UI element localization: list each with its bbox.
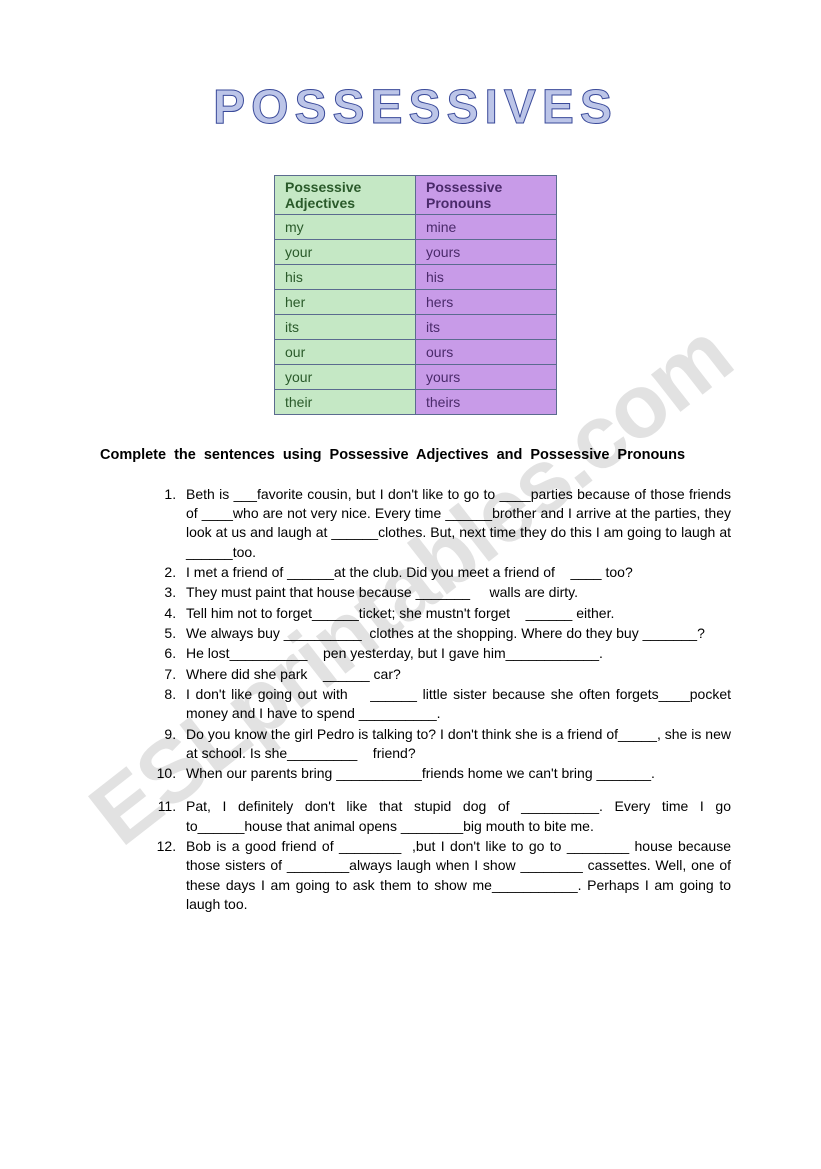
header-pronouns: Possessive Pronouns	[416, 176, 557, 215]
question-item: He lost__________ pen yesterday, but I g…	[180, 644, 731, 663]
cell-adj: her	[275, 290, 416, 315]
table-header-row: Possessive Adjectives Possessive Pronoun…	[275, 176, 557, 215]
question-item: Tell him not to forget______ticket; she …	[180, 604, 731, 623]
instruction-text: Complete the sentences using Possessive …	[100, 445, 731, 467]
table-row: ourours	[275, 340, 557, 365]
worksheet-page: POSSESSIVES Possessive Adjectives Posses…	[0, 0, 821, 955]
question-item: Pat, I definitely don't like that stupid…	[180, 797, 731, 836]
possessives-table-wrap: Possessive Adjectives Possessive Pronoun…	[100, 175, 731, 415]
cell-pron: its	[416, 315, 557, 340]
table-row: theirtheirs	[275, 390, 557, 415]
questions-list: Beth is ___favorite cousin, but I don't …	[100, 485, 731, 915]
cell-pron: yours	[416, 240, 557, 265]
table-row: youryours	[275, 365, 557, 390]
question-item: I met a friend of ______at the club. Did…	[180, 563, 731, 582]
cell-adj: its	[275, 315, 416, 340]
cell-pron: yours	[416, 365, 557, 390]
question-item: We always buy __________ clothes at the …	[180, 624, 731, 643]
question-item: I don't like going out with ______ littl…	[180, 685, 731, 724]
question-item: They must paint that house because _____…	[180, 583, 731, 602]
cell-pron: theirs	[416, 390, 557, 415]
cell-adj: your	[275, 240, 416, 265]
cell-adj: my	[275, 215, 416, 240]
cell-adj: your	[275, 365, 416, 390]
page-title: POSSESSIVES	[100, 80, 731, 135]
table-row: herhers	[275, 290, 557, 315]
possessives-table: Possessive Adjectives Possessive Pronoun…	[274, 175, 557, 415]
table-row: hishis	[275, 265, 557, 290]
question-item: Beth is ___favorite cousin, but I don't …	[180, 485, 731, 562]
question-item: Bob is a good friend of ________ ,but I …	[180, 837, 731, 914]
header-adjectives: Possessive Adjectives	[275, 176, 416, 215]
cell-adj: his	[275, 265, 416, 290]
table-row: youryours	[275, 240, 557, 265]
cell-pron: his	[416, 265, 557, 290]
question-item: Where did she park ______ car?	[180, 665, 731, 684]
table-row: itsits	[275, 315, 557, 340]
cell-pron: mine	[416, 215, 557, 240]
table-row: mymine	[275, 215, 557, 240]
cell-adj: our	[275, 340, 416, 365]
cell-adj: their	[275, 390, 416, 415]
question-item: When our parents bring ___________friend…	[180, 764, 731, 783]
cell-pron: hers	[416, 290, 557, 315]
question-item: Do you know the girl Pedro is talking to…	[180, 725, 731, 764]
cell-pron: ours	[416, 340, 557, 365]
